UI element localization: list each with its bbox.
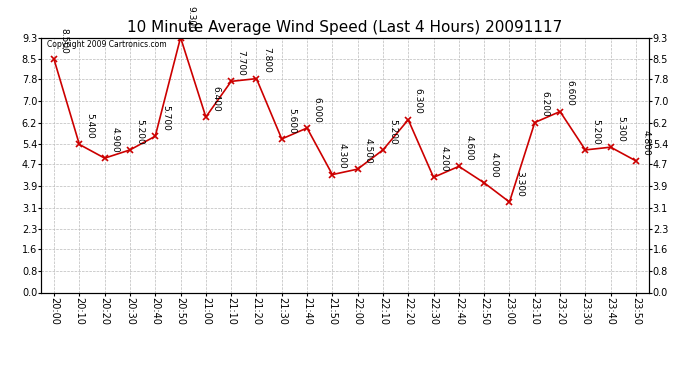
Text: Copyright 2009 Cartronics.com: Copyright 2009 Cartronics.com	[48, 40, 167, 49]
Text: 4.300: 4.300	[338, 143, 347, 169]
Text: 5.400: 5.400	[85, 113, 94, 139]
Text: 7.700: 7.700	[237, 50, 246, 76]
Text: 5.200: 5.200	[388, 118, 397, 144]
Text: 6.200: 6.200	[540, 91, 549, 117]
Text: 5.300: 5.300	[616, 116, 625, 142]
Text: 6.400: 6.400	[211, 86, 220, 111]
Text: 4.500: 4.500	[363, 138, 372, 164]
Text: 5.200: 5.200	[135, 118, 144, 144]
Text: 9.300: 9.300	[186, 6, 195, 32]
Text: 6.300: 6.300	[414, 88, 423, 114]
Text: 3.300: 3.300	[515, 171, 524, 196]
Text: 4.000: 4.000	[490, 152, 499, 177]
Text: 4.200: 4.200	[439, 146, 448, 172]
Text: 4.800: 4.800	[642, 130, 651, 155]
Text: 4.900: 4.900	[110, 127, 119, 153]
Text: 8.500: 8.500	[59, 28, 68, 54]
Text: 6.000: 6.000	[313, 96, 322, 122]
Text: 5.700: 5.700	[161, 105, 170, 130]
Text: 5.200: 5.200	[591, 118, 600, 144]
Text: 4.600: 4.600	[464, 135, 473, 161]
Title: 10 Minute Average Wind Speed (Last 4 Hours) 20091117: 10 Minute Average Wind Speed (Last 4 Hou…	[128, 20, 562, 35]
Text: 7.800: 7.800	[262, 47, 271, 73]
Text: 6.600: 6.600	[566, 80, 575, 106]
Text: 5.600: 5.600	[287, 108, 296, 134]
